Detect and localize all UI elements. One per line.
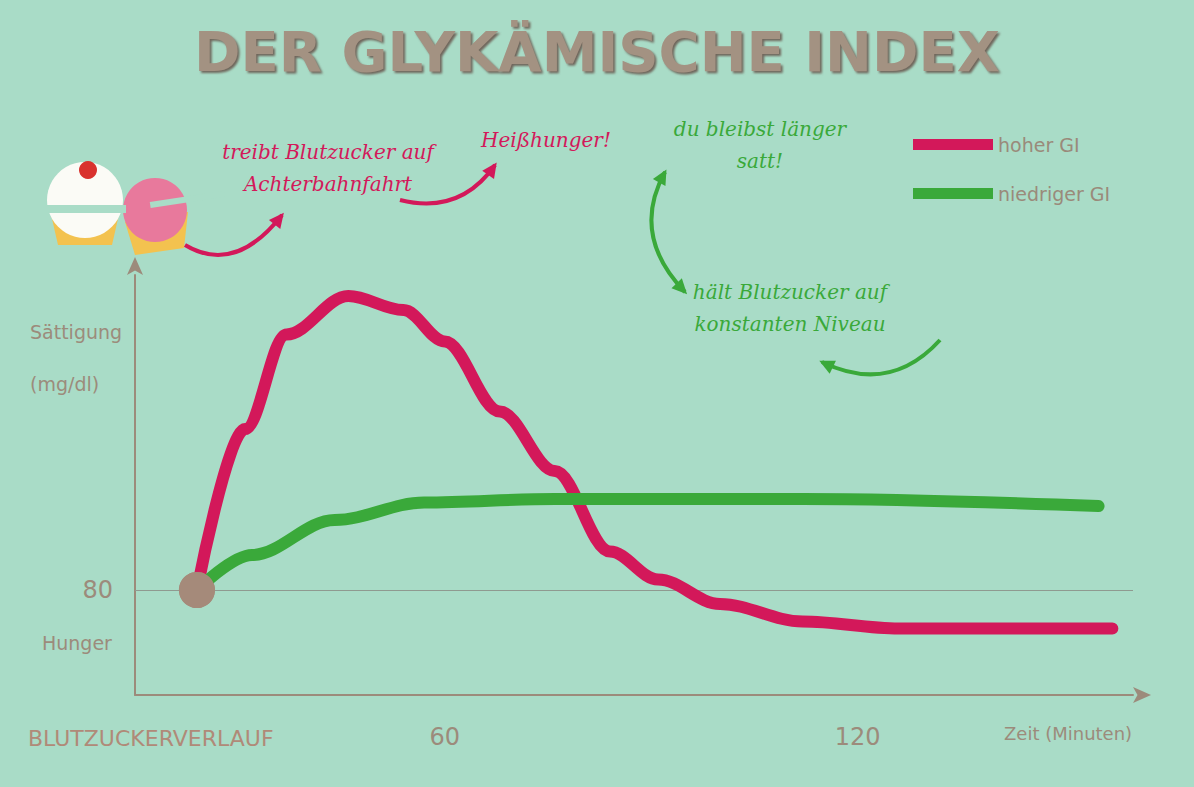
svg-text:konstanten Niveau: konstanten Niveau: [694, 312, 885, 336]
svg-text:du bleibst länger: du bleibst länger: [674, 117, 848, 141]
svg-text:hält Blutzucker auf: hält Blutzucker auf: [693, 280, 891, 304]
svg-text:80: 80: [82, 576, 113, 604]
svg-text:120: 120: [835, 723, 881, 751]
svg-text:hoher GI: hoher GI: [998, 134, 1080, 156]
svg-text:Zeit (Minuten): Zeit (Minuten): [1004, 723, 1132, 744]
svg-text:60: 60: [429, 723, 460, 751]
svg-text:BLUTZUCKERVERLAUF: BLUTZUCKERVERLAUF: [28, 726, 274, 751]
svg-text:Heißhunger!: Heißhunger!: [480, 128, 611, 152]
svg-text:treibt Blutzucker auf: treibt Blutzucker auf: [222, 140, 437, 164]
svg-text:Achterbahnfahrt: Achterbahnfahrt: [242, 172, 413, 196]
svg-text:satt!: satt!: [737, 149, 783, 173]
svg-text:Sättigung: Sättigung: [30, 321, 122, 343]
svg-text:(mg/dl): (mg/dl): [30, 373, 99, 395]
svg-text:Hunger: Hunger: [42, 632, 112, 654]
svg-text:niedriger GI: niedriger GI: [998, 183, 1110, 205]
svg-text:DER GLYKÄMISCHE INDEX: DER GLYKÄMISCHE INDEX: [194, 19, 1000, 84]
